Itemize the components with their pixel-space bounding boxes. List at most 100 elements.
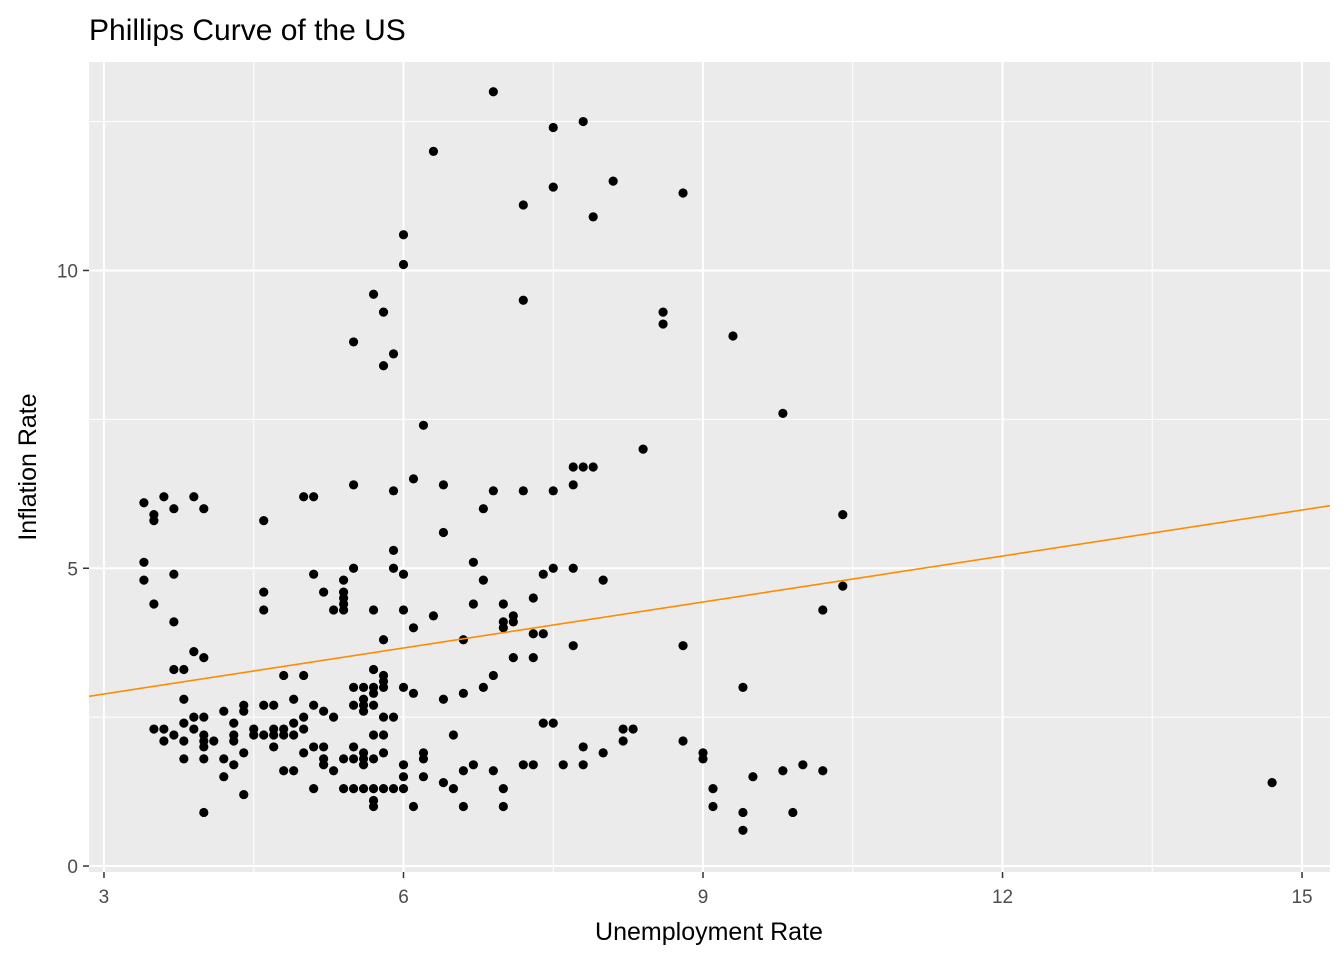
data-point	[199, 504, 209, 514]
data-point	[528, 760, 538, 770]
data-point	[189, 712, 199, 722]
data-point	[159, 736, 169, 746]
data-point	[388, 784, 399, 794]
data-point	[778, 408, 788, 418]
data-point	[358, 706, 369, 716]
data-point	[368, 688, 379, 698]
data-point	[368, 605, 379, 615]
data-point	[568, 462, 578, 472]
data-point	[398, 784, 409, 794]
data-point	[478, 682, 488, 692]
data-point	[568, 480, 578, 490]
data-point	[618, 724, 628, 734]
data-point	[538, 629, 548, 639]
data-point	[309, 742, 319, 752]
data-point	[708, 801, 718, 812]
data-point	[838, 581, 848, 591]
data-point	[398, 259, 409, 270]
x-tick-label: 12	[992, 887, 1013, 908]
data-point	[418, 772, 429, 782]
data-point	[239, 789, 249, 800]
data-point	[548, 182, 558, 192]
data-point	[748, 772, 758, 782]
data-point	[738, 682, 748, 692]
data-point	[149, 599, 159, 609]
data-point	[199, 712, 209, 722]
x-tick-label: 3	[99, 887, 110, 908]
data-point	[458, 688, 468, 698]
data-point	[299, 724, 309, 734]
data-point	[309, 700, 319, 710]
data-point	[458, 635, 468, 645]
data-point	[488, 766, 498, 776]
data-point	[528, 629, 538, 639]
data-point	[368, 730, 379, 740]
data-point	[578, 462, 588, 472]
data-point	[219, 754, 229, 764]
y-axis-title: Inflation Rate	[14, 393, 42, 540]
data-point	[209, 736, 219, 746]
data-point	[408, 474, 419, 484]
data-point	[229, 718, 239, 728]
data-point	[398, 569, 409, 579]
data-point	[329, 712, 339, 722]
data-point	[548, 122, 558, 133]
data-point	[478, 504, 488, 514]
data-point	[378, 748, 389, 758]
data-point	[458, 801, 468, 812]
data-point	[259, 587, 269, 597]
data-point	[388, 545, 399, 555]
data-point	[488, 486, 498, 496]
x-tick-label: 15	[1291, 887, 1312, 908]
data-point	[428, 146, 439, 156]
scatter-points	[139, 87, 1277, 835]
data-point	[468, 599, 478, 609]
data-point	[239, 706, 249, 716]
data-point	[518, 295, 528, 305]
data-point	[289, 766, 299, 776]
data-point	[219, 772, 229, 782]
data-point	[528, 593, 538, 603]
data-point	[398, 772, 409, 782]
data-point	[438, 778, 449, 788]
data-point	[678, 188, 688, 198]
data-point	[428, 611, 439, 621]
data-point	[498, 599, 508, 609]
data-point	[368, 754, 379, 764]
data-point	[408, 623, 419, 633]
data-point	[189, 492, 199, 502]
data-point	[259, 730, 269, 740]
data-point	[378, 635, 389, 645]
data-point	[368, 784, 379, 794]
data-point	[348, 742, 359, 752]
trend-line	[88, 504, 1331, 698]
data-point	[378, 307, 389, 317]
data-point	[378, 784, 389, 794]
data-point	[348, 754, 359, 764]
data-point	[289, 718, 299, 728]
data-point	[368, 664, 379, 675]
data-point	[398, 682, 409, 692]
data-point	[279, 730, 289, 740]
data-point	[358, 784, 369, 794]
data-point	[518, 200, 528, 210]
data-point	[448, 730, 459, 740]
data-point	[388, 349, 399, 359]
data-point	[149, 724, 159, 734]
data-point	[319, 706, 329, 716]
data-point	[289, 730, 299, 740]
major-gridlines	[89, 62, 1330, 872]
data-point	[588, 212, 598, 222]
data-point	[199, 807, 209, 818]
data-point	[478, 575, 488, 585]
data-point	[169, 664, 179, 675]
data-point	[348, 700, 359, 710]
data-point	[348, 480, 359, 490]
data-point	[358, 682, 369, 692]
data-point	[598, 575, 608, 585]
data-point	[738, 807, 748, 818]
data-point	[488, 87, 498, 97]
minor-gridlines	[89, 62, 1330, 872]
x-tick-label: 9	[698, 887, 709, 908]
data-point	[818, 766, 828, 776]
